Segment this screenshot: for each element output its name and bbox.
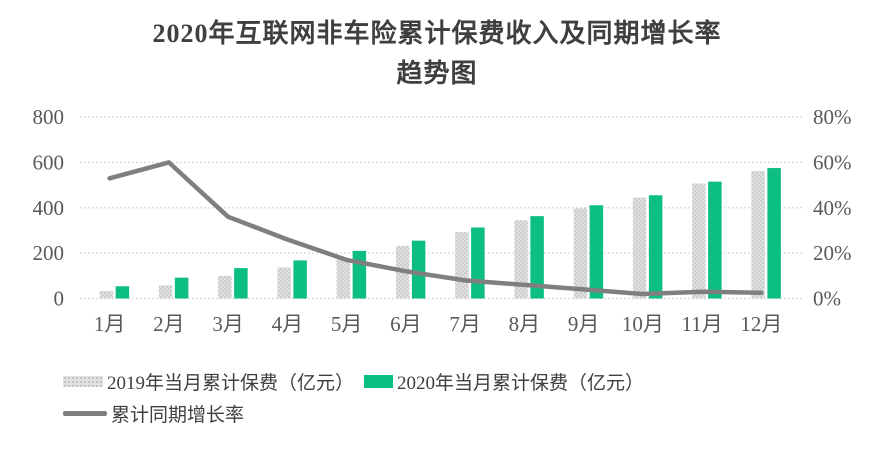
x-axis-label: 12月 (740, 312, 782, 336)
chart-title-line2: 趋势图 (396, 59, 478, 88)
bar-2019 (99, 291, 114, 299)
bar-2019 (336, 258, 351, 299)
y-axis-right-tick-label: 40% (813, 196, 852, 220)
bar-2019 (277, 267, 291, 299)
bar-2020 (411, 240, 426, 299)
x-axis-label: 10月 (622, 312, 664, 336)
bar-2020 (115, 286, 130, 299)
bar-2020 (234, 268, 248, 299)
x-axis-label: 4月 (272, 312, 304, 336)
legend-swatch-2020-bar (364, 374, 394, 388)
x-axis-label: 7月 (449, 312, 481, 336)
bar-2019 (455, 232, 469, 299)
y-axis-right-tick-label: 60% (813, 150, 852, 174)
y-axis-right-tick-label: 20% (813, 241, 852, 265)
bar-2019 (632, 197, 647, 299)
bar-2020 (174, 277, 189, 299)
bar-2020 (589, 205, 604, 299)
x-axis-label: 9月 (568, 312, 600, 336)
legend-label-2019: 2019年当月累计保费（亿元） (107, 372, 355, 394)
x-axis-label: 2月 (153, 312, 185, 336)
bar-2019 (158, 285, 173, 299)
x-axis-label: 6月 (390, 312, 422, 336)
bar-2019 (218, 275, 232, 299)
y-axis-left-tick-label: 600 (33, 150, 65, 174)
bar-2019 (573, 208, 588, 299)
y-axis-right-tick-label: 0% (813, 287, 841, 311)
legend-row-line: 累计同期增长率 (63, 397, 644, 429)
y-axis-left-tick-label: 200 (33, 241, 65, 265)
bar-2020 (352, 250, 367, 299)
y-axis-left-tick-label: 800 (33, 105, 65, 129)
chart-legend: 2019年当月累计保费（亿元） 2020年当月累计保费（亿元） 累计同期增长率 (63, 365, 644, 429)
y-axis-left-tick-label: 400 (33, 196, 65, 220)
bar-2020 (293, 260, 307, 299)
bar-2020 (471, 227, 485, 299)
x-axis-label: 8月 (509, 312, 541, 336)
x-axis-label: 5月 (331, 312, 363, 336)
chart-title-line1: 2020年互联网非车险累计保费收入及同期增长率 (152, 19, 722, 48)
x-axis-label: 3月 (212, 312, 244, 336)
y-axis-right-tick-label: 80% (813, 105, 852, 129)
legend-swatch-growth-line (63, 410, 107, 416)
bar-2020 (708, 181, 722, 299)
legend-label-growth: 累计同期增长率 (111, 404, 245, 426)
growth-rate-line (107, 160, 764, 297)
y-axis-left-tick-label: 0 (54, 287, 65, 311)
legend-row-bars: 2019年当月累计保费（亿元） 2020年当月累计保费（亿元） (63, 365, 644, 397)
chart-title: 2020年互联网非车险累计保费收入及同期增长率 趋势图 (0, 14, 874, 94)
bar-2019 (514, 220, 528, 299)
x-axis-label: 1月 (94, 312, 126, 336)
bar-2020 (648, 195, 663, 299)
bar-2020 (530, 216, 544, 299)
legend-label-2020: 2020年当月累计保费（亿元） (397, 372, 645, 394)
bar-2019 (751, 170, 765, 299)
bar-2020 (767, 168, 781, 299)
legend-swatch-2019-bar (63, 375, 103, 387)
bar-2019 (692, 183, 706, 299)
x-axis-label: 11月 (682, 312, 723, 336)
